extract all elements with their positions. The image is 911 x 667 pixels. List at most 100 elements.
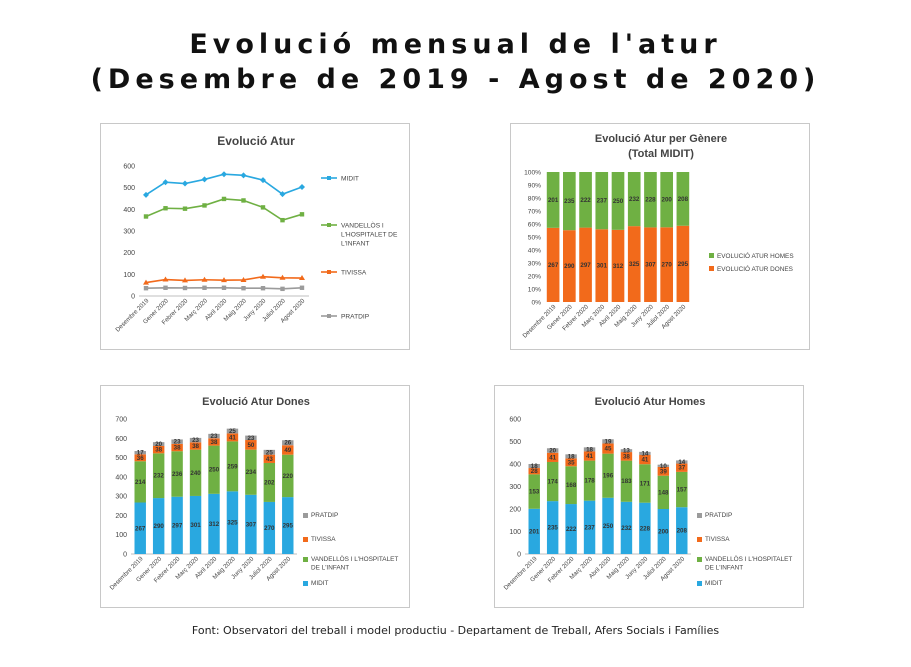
data-label: 297 (172, 522, 183, 529)
chart-title: Evolució Atur per Gènere (595, 133, 727, 145)
bar-segment (676, 471, 688, 508)
legend-swatch (303, 557, 308, 562)
bar-segment-homes (660, 172, 673, 228)
pct-y-tick-label: 10% (528, 287, 541, 294)
legend-swatch (303, 581, 308, 586)
bar-segment (639, 451, 651, 455)
stack-y-tick-label: 500 (115, 455, 127, 462)
data-point (143, 279, 149, 285)
data-point (163, 285, 168, 290)
bar-segment-dones (660, 227, 673, 302)
line-chart-evolucio-atur: Evolució Atur 0 100 200 300 400 500 600 Desembre… (114, 134, 398, 334)
data-point (143, 191, 149, 198)
stack-y-tick-label: 500 (509, 439, 521, 446)
data-label: 236 (172, 471, 183, 478)
page-title-line-2: (Desembre de 2019 - Agost de 2020) (90, 64, 821, 95)
legend-swatch (303, 537, 308, 542)
bar-segment (528, 508, 540, 554)
data-point (221, 277, 227, 283)
data-point (279, 191, 286, 198)
pct-y-tick-label: 50% (528, 235, 541, 242)
data-label: 37 (678, 465, 685, 472)
data-point (299, 275, 305, 281)
data-label: 270 (264, 525, 275, 532)
bar-segment (639, 464, 651, 503)
legend-swatch-homes (709, 253, 714, 258)
line-y-tick-label: 500 (123, 185, 135, 192)
data-label-homes: 235 (564, 198, 575, 205)
data-label-dones: 295 (678, 261, 689, 268)
line-y-tick-label: 200 (123, 250, 135, 257)
legend-label: MIDIT (311, 580, 328, 587)
bar-segment-dones (644, 227, 657, 302)
bar-segment-dones (563, 230, 576, 302)
data-point (182, 180, 188, 187)
data-label: 28 (531, 468, 538, 475)
legend-marker (327, 176, 331, 180)
data-label: 38 (174, 445, 181, 452)
data-label: 25 (229, 428, 236, 435)
data-point (182, 285, 188, 291)
data-label: 10 (660, 463, 667, 470)
data-point (201, 176, 208, 183)
bar-segment (639, 455, 651, 465)
data-point (201, 276, 208, 282)
stack-y-tick-label: 200 (115, 513, 127, 520)
data-label: 13 (623, 448, 630, 455)
legend-label: VANDELLÒS I L'HOSPITALET DE L'INFANT (705, 554, 792, 572)
legend-marker (327, 270, 331, 274)
bar-segment (171, 443, 183, 452)
data-label: 20 (155, 441, 162, 448)
bar-segment (565, 454, 577, 459)
stack-y-tick-label: 700 (115, 417, 127, 424)
data-label: 307 (246, 521, 257, 528)
stack-y-tick-label: 100 (115, 532, 127, 539)
data-label: 157 (677, 487, 688, 494)
legend-marker (327, 314, 331, 318)
page-title-line-1: Evolució mensual de l'atur (189, 29, 722, 60)
data-label: 250 (603, 523, 614, 530)
bar-segment (263, 449, 276, 455)
pct-y-tick-label: 60% (528, 222, 541, 229)
data-point (240, 172, 247, 179)
data-label: 235 (548, 525, 559, 532)
bar-segment (583, 460, 596, 501)
chart-title: Evolució Atur Dones (202, 396, 310, 408)
data-label: 25 (266, 449, 273, 456)
data-point (143, 286, 149, 291)
data-point (162, 276, 169, 282)
data-point (143, 214, 149, 219)
data-label: 171 (640, 480, 651, 487)
data-point (280, 286, 285, 292)
data-label-homes: 200 (662, 197, 673, 204)
bar-segment (602, 443, 614, 454)
legend-label: PRATDIP (311, 512, 338, 519)
bar-segment (171, 439, 183, 444)
data-label-homes: 208 (678, 196, 689, 203)
bar-segment (602, 439, 614, 444)
data-point (280, 217, 285, 223)
data-label-homes: 201 (548, 197, 559, 204)
pct-y-tick-label: 20% (528, 274, 541, 281)
data-label: 208 (677, 528, 688, 535)
data-label: 200 (658, 529, 669, 536)
data-label-dones: 267 (548, 262, 559, 269)
bar-segment (226, 433, 239, 442)
line-y-tick-label: 0 (131, 294, 135, 301)
data-label: 17 (137, 450, 144, 457)
data-point (299, 212, 305, 217)
bar-segment (134, 451, 146, 455)
data-point (221, 285, 227, 290)
bar-segment (657, 475, 670, 509)
bar-segment (528, 474, 540, 509)
data-label: 41 (641, 457, 648, 464)
data-point (182, 277, 188, 283)
data-label: 19 (605, 438, 612, 445)
bar-segment (226, 428, 239, 434)
bar-segment (602, 453, 614, 498)
stack-y-tick-label: 600 (115, 436, 127, 443)
bar-segment (245, 494, 257, 554)
stacked-bar-chart-atur-dones: Evolució Atur Dones 0 100 200 300 400 500 600 70… (109, 396, 399, 592)
stack-y-tick-label: 600 (509, 417, 521, 424)
bar-segment (676, 463, 688, 472)
